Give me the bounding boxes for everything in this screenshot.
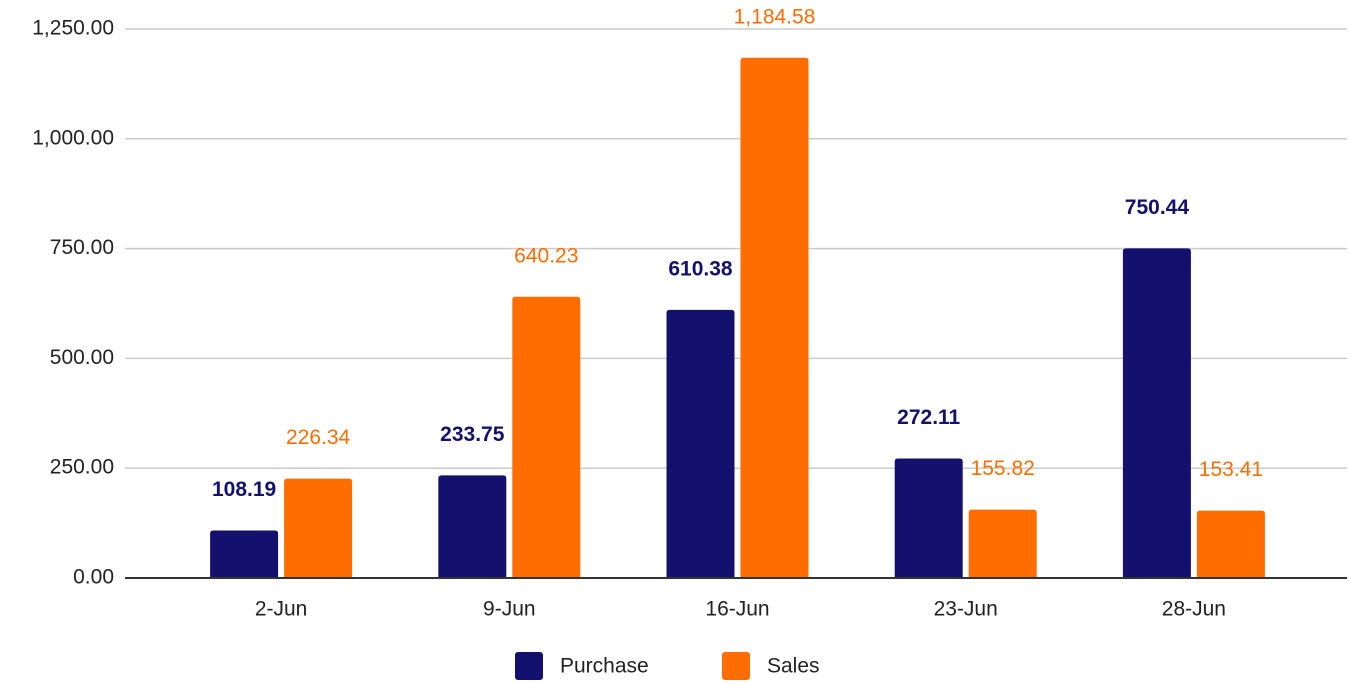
y-tick-label: 0.00 — [73, 566, 114, 589]
x-tick-label: 16-Jun — [705, 598, 769, 621]
value-label: 226.34 — [286, 426, 351, 449]
y-tick-label: 250.00 — [50, 456, 114, 479]
value-label: 108.19 — [212, 478, 276, 501]
value-label: 155.82 — [971, 457, 1035, 480]
value-label: 750.44 — [1125, 196, 1190, 219]
bar — [968, 509, 1037, 578]
value-label: 1,184.58 — [734, 5, 816, 28]
legend-swatch — [722, 652, 750, 680]
legend-label: Purchase — [560, 655, 649, 678]
x-tick-label: 2-Jun — [255, 598, 308, 621]
y-tick-label: 500.00 — [50, 346, 114, 369]
bar — [1122, 248, 1191, 579]
bar — [740, 57, 809, 578]
bar — [512, 296, 581, 578]
bar — [666, 309, 735, 578]
bar — [438, 475, 507, 578]
value-label: 640.23 — [514, 244, 578, 267]
value-label: 610.38 — [668, 257, 733, 280]
x-tick-label: 28-Jun — [1162, 598, 1226, 621]
value-label: 272.11 — [897, 406, 960, 429]
y-tick-label: 750.00 — [50, 236, 114, 259]
y-tick-label: 1,250.00 — [32, 17, 114, 40]
bar — [210, 530, 279, 578]
bar — [894, 458, 963, 578]
legend-label: Sales — [767, 655, 820, 678]
bar — [1196, 510, 1265, 578]
bar — [284, 478, 353, 578]
value-label: 153.41 — [1199, 458, 1263, 481]
value-label: 233.75 — [440, 423, 505, 446]
legend-swatch — [515, 652, 543, 680]
x-tick-label: 23-Jun — [934, 598, 998, 621]
y-tick-label: 1,000.00 — [32, 126, 114, 149]
x-tick-label: 9-Jun — [483, 598, 536, 621]
